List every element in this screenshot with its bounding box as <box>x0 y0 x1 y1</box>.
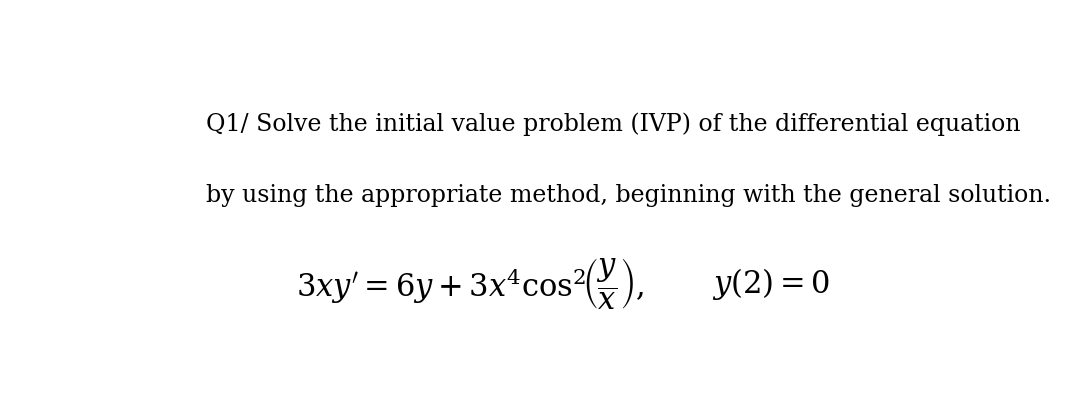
Text: by using the appropriate method, beginning with the general solution.: by using the appropriate method, beginni… <box>206 184 1051 207</box>
Text: $y(2) = 0$: $y(2) = 0$ <box>712 266 831 302</box>
Text: $3xy' = 6y + 3x^4\mathrm{cos}^2\!\left(\dfrac{y}{x}\right),$: $3xy' = 6y + 3x^4\mathrm{cos}^2\!\left(\… <box>296 256 644 311</box>
Text: Q1/ Solve the initial value problem (IVP) of the differential equation: Q1/ Solve the initial value problem (IVP… <box>206 113 1021 136</box>
